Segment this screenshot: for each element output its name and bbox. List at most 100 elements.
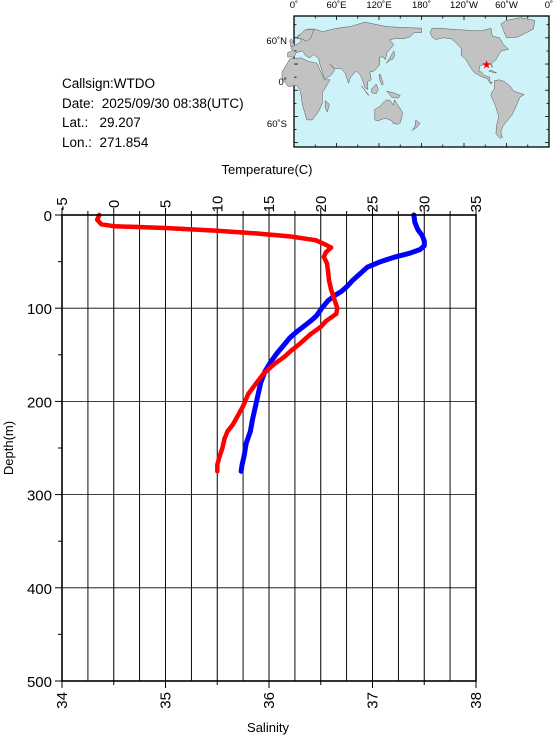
temperature-point — [254, 399, 259, 404]
salinity-point — [151, 225, 157, 230]
salinity-point — [285, 351, 291, 356]
map-land-africa — [281, 57, 331, 121]
salinity-point — [235, 413, 241, 418]
salinity-point — [324, 261, 330, 266]
salinity-point — [197, 227, 203, 233]
salinity-point — [250, 231, 255, 236]
salinity-point — [232, 229, 238, 235]
map-label-60n: 60˚N — [266, 36, 287, 47]
temperature-point — [322, 302, 328, 307]
salinity-point — [244, 230, 249, 235]
temperature-point — [357, 271, 363, 276]
salinity-tick-label: 36 — [261, 692, 278, 709]
temperature-tick-label: -5 — [54, 197, 71, 210]
salinity-point — [313, 238, 318, 243]
temperature-point — [319, 306, 324, 311]
salinity-point — [134, 224, 139, 230]
salinity-point — [254, 380, 259, 385]
map-label-120w: 120˚W — [450, 0, 478, 11]
map-label-60w: 60˚W — [495, 0, 518, 11]
salinity-point — [306, 237, 312, 242]
salinity-point — [323, 250, 329, 255]
map-label-60s: 60˚S — [267, 119, 287, 130]
salinity-point — [215, 462, 220, 467]
temperature-point — [297, 327, 302, 332]
salinity-point — [111, 224, 117, 229]
map-land-japan — [385, 50, 395, 64]
temperature-point — [378, 259, 383, 264]
salinity-point — [226, 229, 232, 234]
temperature-point — [251, 410, 257, 416]
salinity-series — [94, 212, 340, 474]
depth-tick-label: 100 — [27, 301, 52, 318]
map-land-cuba — [488, 69, 497, 74]
salinity-point — [327, 282, 333, 288]
salinity-tick-label: 37 — [365, 692, 382, 709]
temperature-point — [301, 324, 306, 329]
temperature-tick-label: 10 — [209, 196, 226, 213]
map-land-new-zealand — [412, 119, 421, 131]
salinity-point — [174, 226, 180, 231]
depth-tick-label: 400 — [27, 581, 52, 598]
map-land-new-guinea — [386, 90, 401, 99]
chart-grid — [61, 214, 477, 682]
salinity-point — [95, 217, 100, 222]
temperature-point — [412, 220, 418, 225]
temperature-point — [250, 417, 255, 423]
temperature-point — [317, 309, 322, 315]
temperature-point — [314, 313, 319, 318]
depth-tick-label: 500 — [27, 674, 52, 691]
map-land-sumatra — [361, 85, 370, 96]
temperature-point — [244, 441, 249, 446]
salinity-point — [318, 324, 323, 329]
salinity-point — [225, 429, 230, 434]
temperature-point — [417, 247, 423, 252]
salinity-point — [203, 228, 208, 233]
salinity-point — [123, 224, 128, 229]
salinity-point — [157, 225, 162, 230]
salinity-point — [330, 292, 335, 297]
salinity-point — [266, 366, 272, 371]
salinity-point — [217, 455, 222, 460]
temperature-point — [240, 457, 246, 463]
salinity-point — [258, 375, 263, 381]
map-land — [281, 17, 536, 139]
temperature-point — [275, 350, 280, 356]
salinity-point — [268, 232, 274, 237]
salinity-point — [308, 332, 313, 337]
temperature-point — [325, 298, 331, 303]
map-land-australia — [374, 99, 403, 125]
temperature-tick-label: 5 — [158, 200, 175, 208]
salinity-point — [326, 278, 332, 283]
temperature-point — [293, 330, 299, 335]
map-ticks — [293, 16, 550, 147]
temperature-tick-label: 35 — [468, 196, 485, 213]
map-label-0e: 0˚ — [290, 0, 298, 11]
salinity-point — [221, 441, 226, 446]
map-land-arabia-madagascar — [324, 100, 330, 113]
temperature-point — [268, 359, 274, 364]
temperature-point — [243, 447, 248, 452]
salinity-point — [262, 232, 268, 237]
temperature-point — [287, 335, 292, 341]
temperature-point — [272, 354, 277, 360]
temperature-tick-label: 30 — [416, 196, 433, 213]
map-land-greenland — [500, 17, 536, 39]
salinity-point — [209, 228, 214, 233]
temperature-axis-title: Temperature(C) — [221, 162, 312, 177]
salinity-point — [169, 226, 174, 231]
salinity-point — [261, 371, 266, 376]
salinity-tick-label: 38 — [468, 692, 485, 709]
temperature-line — [238, 212, 427, 474]
temperature-point — [284, 339, 289, 344]
station-info: Callsign:WTDO Date: 2025/09/30 08:38(UTC… — [62, 74, 244, 152]
salinity-point — [328, 315, 334, 320]
temperature-point — [239, 462, 245, 467]
salinity-point — [277, 358, 282, 363]
salinity-tick-label: 35 — [158, 692, 175, 709]
salinity-point — [256, 231, 261, 236]
world-map: 0˚ 60˚E 120˚E 180˚ 120˚W 60˚W 0˚ 60˚N 0˚… — [266, 0, 553, 148]
salinity-point — [246, 391, 251, 397]
